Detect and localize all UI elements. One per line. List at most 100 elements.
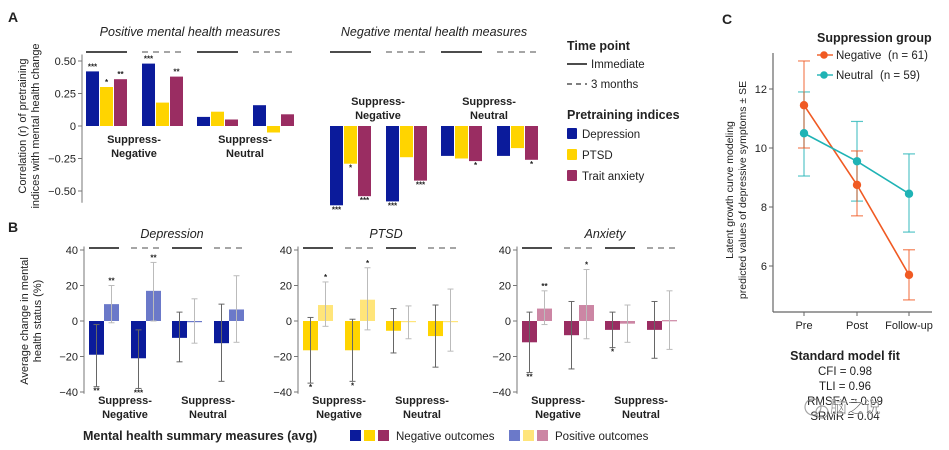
legend-marker-icon	[820, 71, 828, 79]
significance-label: **	[526, 372, 533, 381]
y-axis-title: Average change in mental health status (%…	[19, 257, 44, 385]
subplot-ptsd: 40 20 0 −20 −40 PTSD * * * * Suppress- Negative Supp…	[273, 227, 458, 421]
significance-label: *	[530, 160, 534, 169]
bar	[344, 126, 357, 164]
significance-label: *	[474, 161, 478, 170]
legend-swatch	[567, 128, 577, 139]
legend-title: Mental health summary measures (avg)	[83, 429, 317, 443]
model-fit-stat: RMSEA = 0.09	[807, 396, 883, 408]
legend-a: Time point Immediate 3 months Pretraining i…	[567, 39, 680, 183]
panel-label-b: B	[8, 219, 18, 235]
group-label: Suppress-	[181, 395, 235, 407]
group-label: Suppress-	[531, 395, 585, 407]
model-fit-stat: TLI = 0.96	[819, 381, 871, 393]
data-point	[799, 101, 809, 110]
group-label: Neutral	[403, 409, 441, 421]
x-tick-label: Post	[846, 320, 868, 332]
x-tick-label: Follow-up	[885, 320, 933, 332]
bar	[455, 126, 468, 159]
legend-swatch-negative	[378, 430, 389, 441]
wechat-logo-icon	[804, 398, 822, 416]
bar	[114, 79, 127, 126]
legend-item-label: Trait anxiety	[582, 171, 644, 183]
significance-label: *	[366, 259, 370, 268]
y-tick-label: 40	[66, 245, 78, 257]
y-tick-label: −20	[273, 352, 292, 364]
legend-swatch-positive	[537, 430, 548, 441]
y-tick-label: 0.25	[55, 89, 76, 101]
watermark: 脑之说	[804, 398, 881, 419]
legend-title: Time point	[567, 39, 631, 53]
group-label: Negative	[102, 409, 148, 421]
y-tick-label: 40	[280, 245, 292, 257]
bar	[86, 71, 99, 126]
x-tick-label: Pre	[795, 320, 812, 332]
significance-label: ***	[88, 62, 98, 71]
group-label: Suppress-	[395, 395, 449, 407]
y-tick-label: −20	[59, 352, 78, 364]
group-label: Suppress-	[107, 134, 161, 146]
panel-c: C 12 10 8 6 Pre Post Follow-up Latent growth cur…	[722, 11, 933, 423]
legend-item-label: Negative outcomes	[396, 431, 495, 443]
subplot-title: Anxiety	[584, 227, 627, 241]
significance-label: ***	[144, 55, 154, 64]
subplot-title: Depression	[140, 227, 203, 241]
group-label: Negative	[535, 409, 581, 421]
y-axis-title-line: health status (%)	[32, 280, 44, 363]
group-label: Neutral	[189, 409, 227, 421]
group-label: Neutral	[226, 148, 264, 160]
bar	[211, 111, 224, 126]
legend-item-label: Depression	[582, 129, 640, 141]
legend-item-label: Neutral	[836, 70, 873, 82]
bar	[170, 76, 183, 126]
watermark-text: 脑之说	[830, 398, 881, 417]
subplot-title: Negative mental health measures	[341, 25, 527, 39]
legend-swatch-negative	[364, 430, 375, 441]
group-label: Suppress-	[614, 395, 668, 407]
y-tick-label: 0	[72, 316, 78, 328]
subplot-negative-measures: Negative mental health measures*********…	[330, 25, 538, 214]
legend-c: Suppression group Negative (n = 61) Neutral…	[817, 31, 932, 82]
legend-item-label: Immediate	[591, 59, 645, 71]
bar	[469, 126, 482, 162]
data-point	[799, 129, 809, 138]
y-tick-label: 0	[505, 316, 511, 328]
bar	[156, 102, 169, 126]
group-label: Suppress-	[462, 96, 516, 108]
significance-label: ***	[360, 196, 370, 205]
y-tick-label: −40	[59, 387, 78, 399]
legend-swatch-positive	[523, 430, 534, 441]
y-tick-label: 6	[761, 261, 767, 273]
y-tick-label: −40	[492, 387, 511, 399]
bar	[142, 63, 155, 126]
legend-marker-icon	[820, 51, 828, 59]
legend-item-n: (n = 59)	[880, 70, 920, 82]
significance-label: *	[324, 273, 328, 282]
y-tick-label: −40	[273, 387, 292, 399]
legend-item-label: Negative	[836, 50, 881, 62]
y-tick-label: 20	[66, 281, 78, 293]
group-label: Neutral	[470, 110, 508, 122]
subplot-depression: 40200−20−40Depression*********Suppress-N…	[59, 227, 244, 421]
group-label: Negative	[316, 409, 362, 421]
significance-label: *	[309, 383, 313, 392]
y-axis-title-line: Latent growth curve modeling	[724, 121, 736, 259]
legend-item-label: 3 months	[591, 79, 639, 91]
bar	[386, 126, 399, 202]
legend-swatch-positive	[509, 430, 520, 441]
y-axis-title: Latent growth curve modeling predicted va…	[724, 81, 749, 299]
significance-label: **	[541, 282, 548, 291]
subplot-title: PTSD	[369, 227, 402, 241]
model-fit-title: Standard model fit	[790, 349, 901, 363]
y-axis-title-line: indices with mental health change	[30, 43, 42, 208]
y-axis-title: Correlation (r) of pretraining indices wi…	[17, 43, 42, 208]
bar	[281, 114, 294, 126]
y-tick-label: 0	[286, 316, 292, 328]
y-tick-label: 10	[755, 143, 767, 155]
significance-label: ***	[416, 181, 426, 190]
significance-label: ***	[388, 201, 398, 210]
significance-label: **	[150, 253, 157, 262]
significance-label: **	[108, 277, 115, 286]
group-label: Suppress-	[351, 96, 405, 108]
group-label: Suppress-	[98, 395, 152, 407]
